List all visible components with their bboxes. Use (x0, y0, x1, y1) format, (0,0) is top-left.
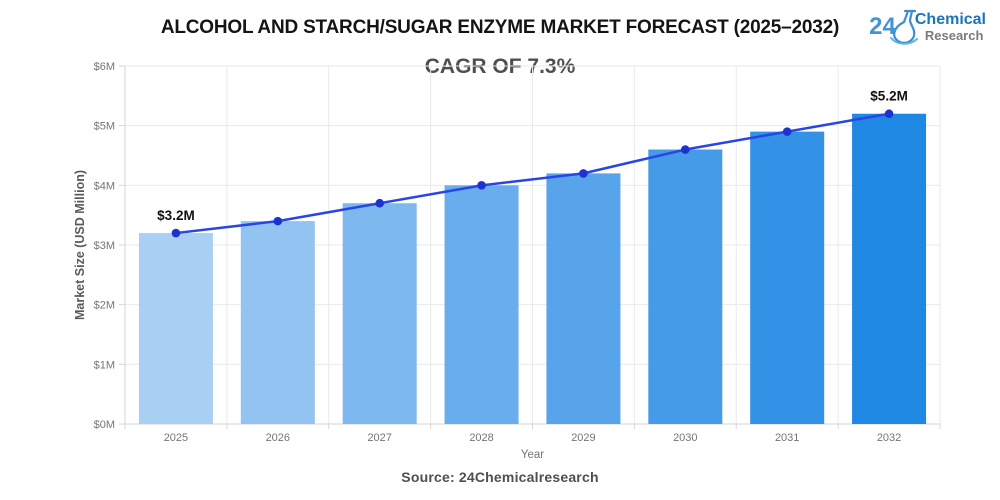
x-tick-label: 2029 (571, 432, 595, 444)
bar-2032 (852, 113, 927, 424)
y-tick-label: $0M (94, 419, 115, 431)
logo-text: Chemical Research (914, 10, 986, 43)
x-tick-label: 2032 (877, 432, 901, 444)
bar-2026 (240, 221, 315, 424)
bar-2025 (138, 233, 213, 424)
bar-2029 (546, 173, 621, 424)
bar-2028 (444, 185, 519, 424)
bar-2027 (342, 203, 417, 424)
y-tick-label: $1M (94, 359, 115, 371)
y-tick-label: $5M (94, 121, 115, 133)
y-tick-label: $2M (94, 300, 115, 312)
marker-2025 (171, 228, 181, 238)
bar-2031 (750, 131, 825, 424)
logo-number-24: 24 (869, 13, 896, 40)
y-tick-label: $4M (94, 180, 115, 192)
y-tick-label: $6M (94, 61, 115, 73)
x-tick-label: 2026 (266, 432, 290, 444)
x-tick-label: 2030 (673, 432, 697, 444)
x-tick-label: 2031 (775, 432, 799, 444)
logo-subname: Research (924, 27, 984, 43)
chart-title: ALCOHOL AND STARCH/SUGAR ENZYME MARKET F… (160, 17, 840, 38)
x-tick-label: 2027 (367, 432, 391, 444)
marker-2028 (477, 181, 486, 190)
flask-icon (889, 9, 918, 45)
marker-2029 (579, 169, 588, 178)
y-tick-label: $3M (94, 240, 115, 252)
source-caption: Source: 24Chemicalresearch (401, 469, 599, 485)
marker-2032 (884, 109, 894, 119)
x-tick-label: 2028 (469, 432, 493, 444)
brand-logo: 24 Chemical Research (869, 8, 986, 46)
marker-2030 (681, 145, 690, 154)
marker-2031 (782, 127, 792, 136)
logo-name: Chemical (914, 10, 986, 28)
data-label-2032: $5.2M (870, 89, 908, 104)
x-tick-label: 2025 (164, 432, 188, 444)
y-axis-title: Market Size (USD Million) (73, 170, 87, 320)
trend-line (174, 112, 891, 235)
marker-2026 (273, 216, 283, 226)
x-axis-title: Year (521, 449, 544, 461)
marker-2027 (375, 198, 384, 208)
data-label-2025: $3.2M (157, 208, 195, 223)
bar-2030 (648, 149, 723, 425)
